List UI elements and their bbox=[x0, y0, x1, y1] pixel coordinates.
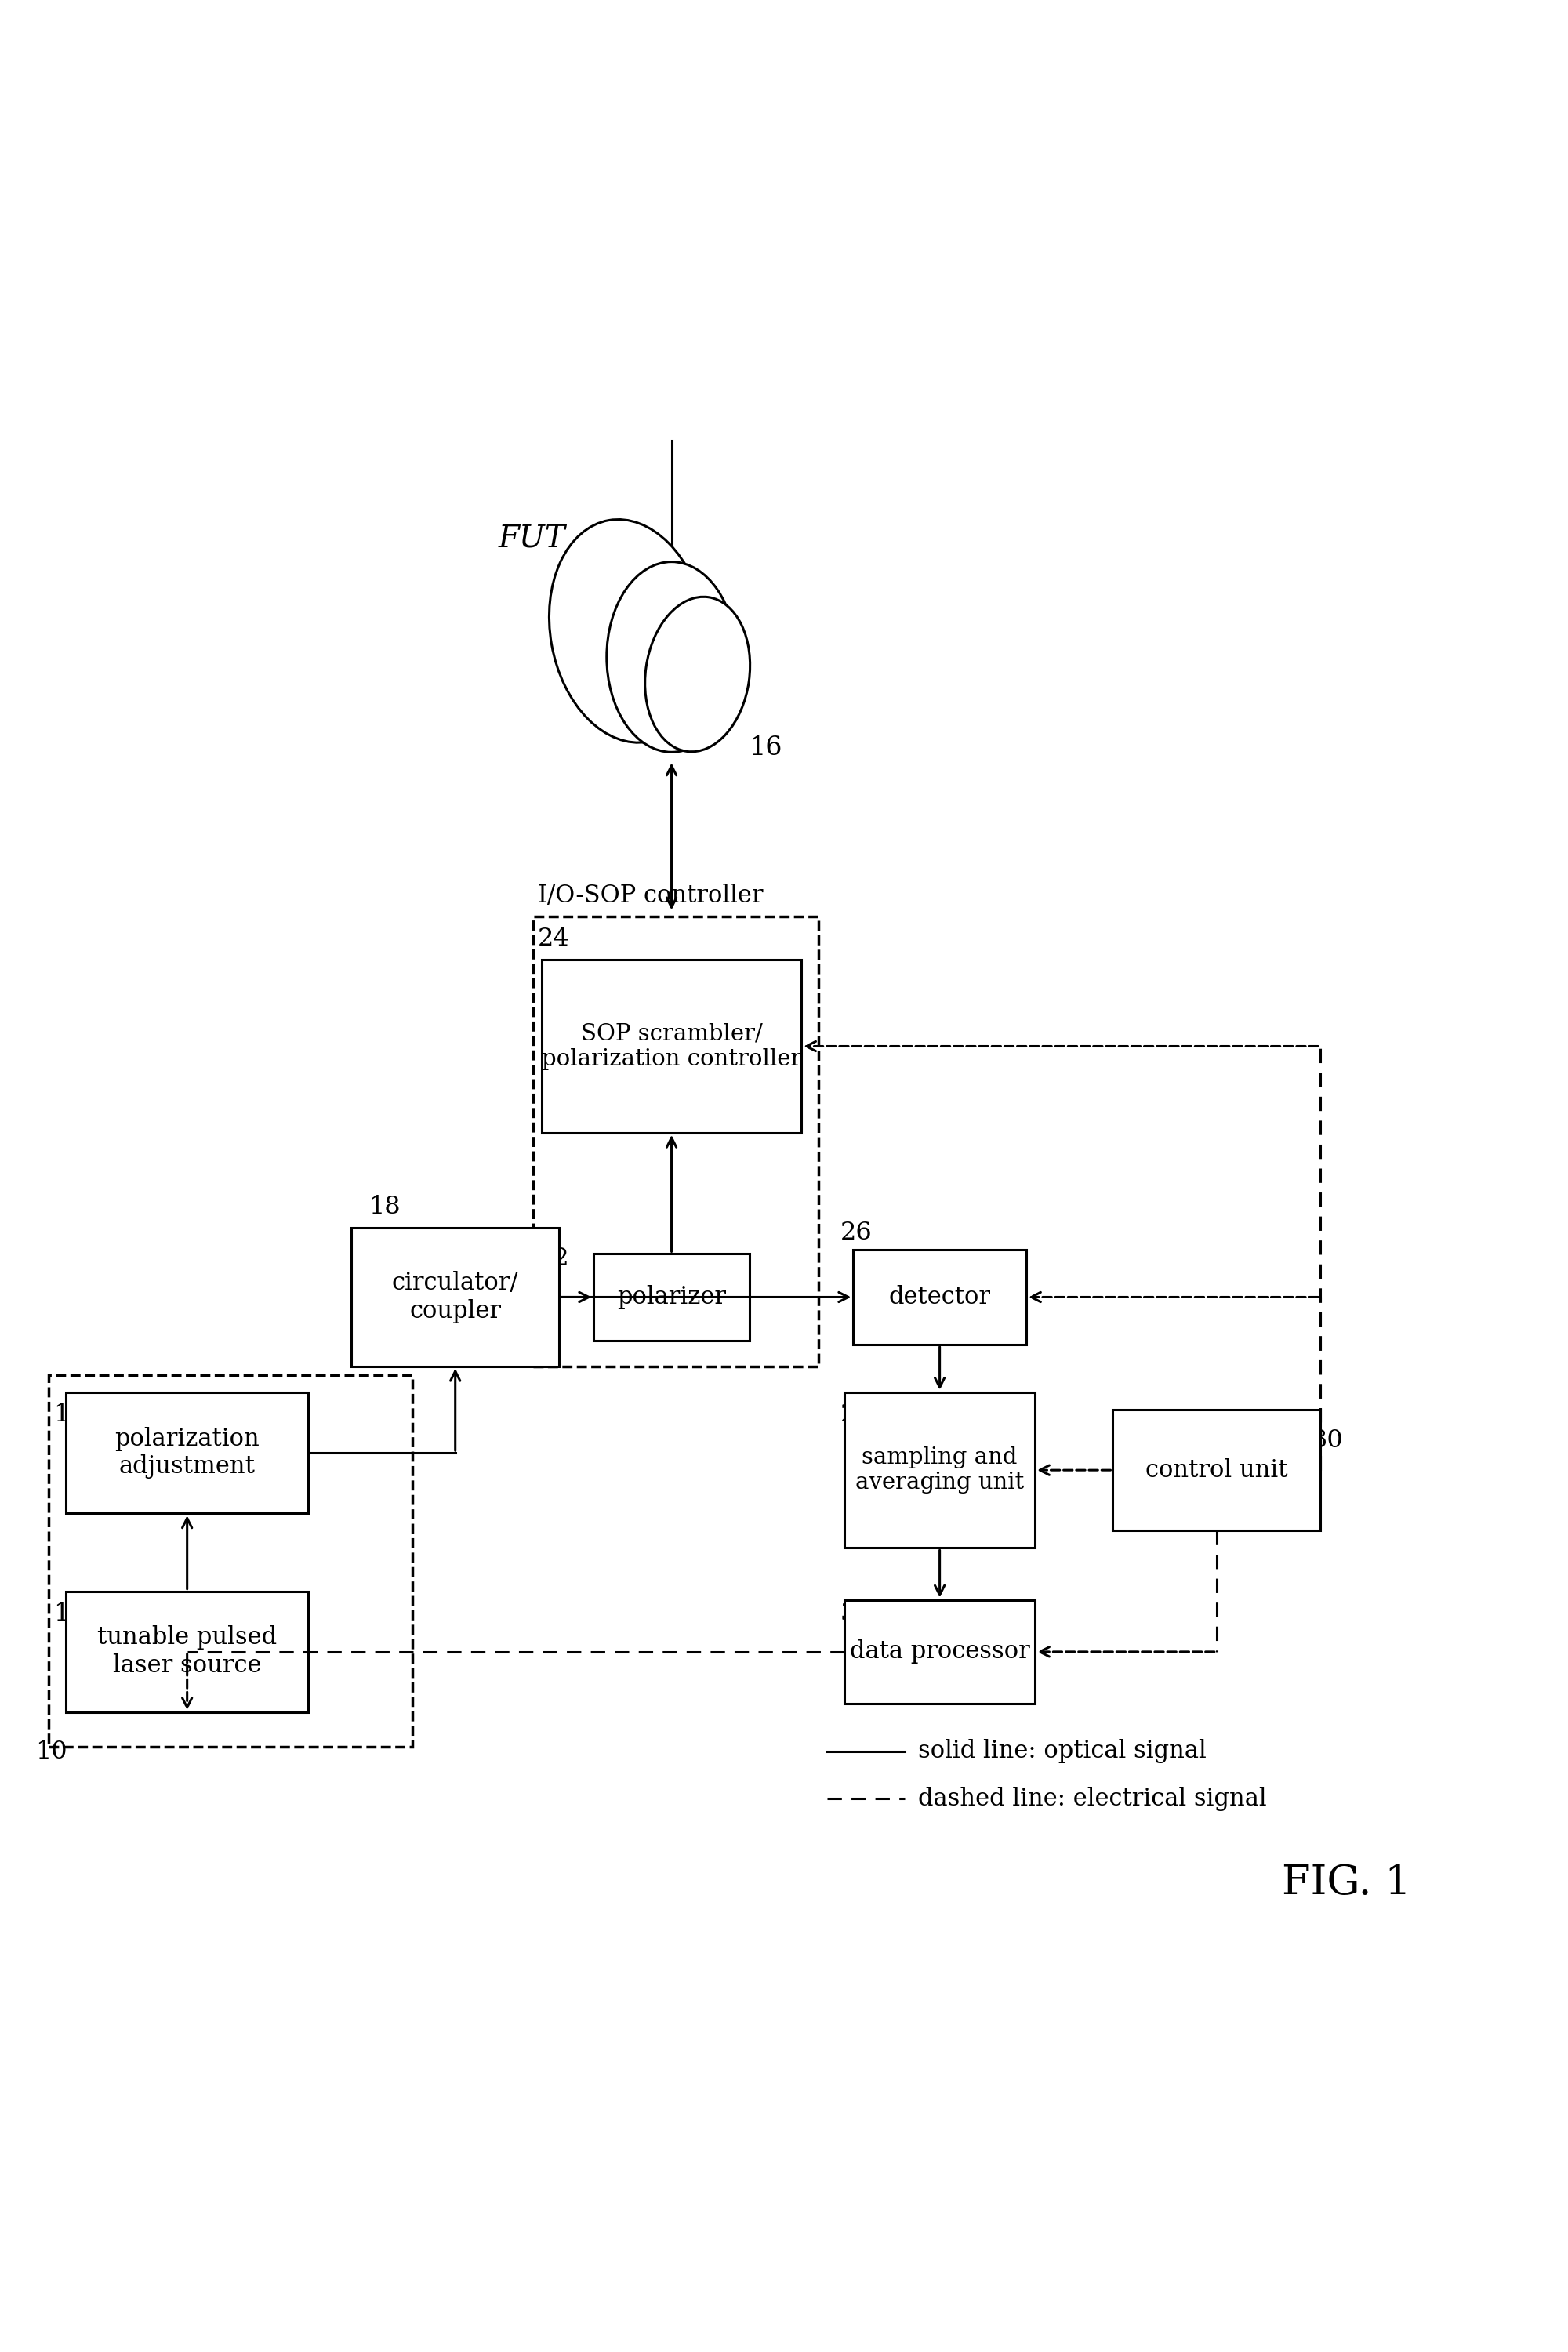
Text: 12: 12 bbox=[53, 1602, 85, 1625]
Bar bbox=[351, 1228, 560, 1367]
Ellipse shape bbox=[549, 520, 707, 743]
Bar bbox=[1113, 1409, 1320, 1531]
Text: FUT: FUT bbox=[499, 524, 566, 553]
Text: circulator/
coupler: circulator/ coupler bbox=[392, 1270, 519, 1324]
Text: sampling and
averaging unit: sampling and averaging unit bbox=[855, 1446, 1024, 1494]
Text: detector: detector bbox=[889, 1284, 991, 1310]
Text: 26: 26 bbox=[840, 1221, 872, 1244]
Text: 16: 16 bbox=[750, 736, 782, 760]
Text: solid line: optical signal: solid line: optical signal bbox=[919, 1738, 1206, 1764]
Text: data processor: data processor bbox=[850, 1639, 1030, 1663]
Bar bbox=[49, 1376, 412, 1748]
Text: 10: 10 bbox=[36, 1740, 67, 1764]
Text: polarization
adjustment: polarization adjustment bbox=[114, 1428, 260, 1479]
Text: 32: 32 bbox=[840, 1602, 872, 1625]
Bar bbox=[543, 960, 801, 1134]
Ellipse shape bbox=[644, 597, 750, 753]
Text: 24: 24 bbox=[538, 927, 569, 950]
Text: polarizer: polarizer bbox=[618, 1284, 726, 1310]
Text: 30: 30 bbox=[1312, 1428, 1344, 1454]
Text: dashed line: electrical signal: dashed line: electrical signal bbox=[919, 1788, 1267, 1811]
Text: SOP scrambler/
polarization controller: SOP scrambler/ polarization controller bbox=[541, 1023, 801, 1070]
Text: 22: 22 bbox=[538, 1247, 569, 1270]
Bar bbox=[853, 1249, 1025, 1345]
Ellipse shape bbox=[607, 562, 737, 753]
Text: FIG. 1: FIG. 1 bbox=[1281, 1863, 1411, 1903]
Text: 28: 28 bbox=[840, 1402, 872, 1428]
Text: 18: 18 bbox=[368, 1195, 400, 1218]
Bar bbox=[845, 1392, 1035, 1548]
Bar bbox=[533, 917, 818, 1367]
Text: control unit: control unit bbox=[1145, 1458, 1287, 1482]
Text: 14: 14 bbox=[53, 1402, 85, 1428]
Text: I/O-SOP controller: I/O-SOP controller bbox=[538, 884, 764, 908]
Bar bbox=[66, 1392, 309, 1512]
Bar bbox=[66, 1592, 309, 1712]
Bar bbox=[594, 1254, 750, 1341]
Text: tunable pulsed
laser source: tunable pulsed laser source bbox=[97, 1625, 278, 1677]
Text: 20: 20 bbox=[511, 1324, 544, 1350]
Bar bbox=[845, 1599, 1035, 1703]
